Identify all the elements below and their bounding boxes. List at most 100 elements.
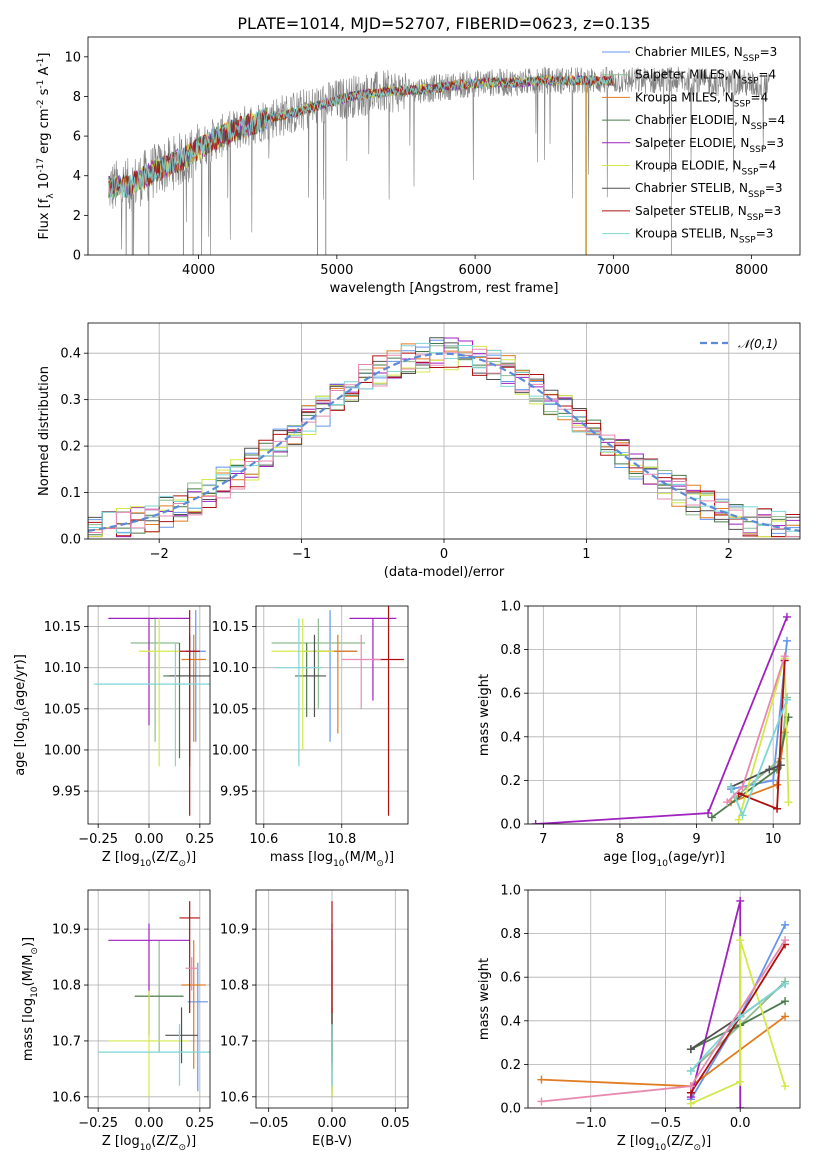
x-tick-label: −0.5 — [650, 1116, 682, 1131]
y-tick-label: 0.4 — [500, 730, 521, 745]
errorbar-point — [163, 643, 196, 759]
frame-age-vs-mass — [255, 605, 409, 825]
errorbar-point — [187, 962, 208, 1092]
errorbar-point — [318, 634, 358, 734]
y-axis-label: Normed distribution — [37, 366, 52, 496]
weight-line — [690, 900, 742, 1108]
frame-age-vs-Z — [87, 605, 211, 825]
x-tick-label: 10 — [765, 832, 782, 847]
y-tick-label: 10.7 — [52, 1034, 81, 1049]
frame-mass-vs-ebv — [255, 889, 409, 1109]
y-axis-label: mass [log10(M/M⊙)] — [21, 937, 40, 1061]
weight-marker — [537, 1097, 546, 1106]
x-tick-label: 4000 — [182, 263, 215, 278]
y-tick-label: 9.95 — [220, 785, 249, 800]
legend-entry: Chabrier STELIB, NSSP=3 — [635, 181, 783, 200]
y-axis-label: age [log10(age/yr)] — [13, 654, 32, 776]
axes-mass-weight-vs-Z: −1.0 −0.5 0.0 0.0 0.2 0.4 0.6 0.8 1.0 Z [log10(Z/… — [477, 884, 800, 1153]
y-axis-label: Flux [fλ 10-17 erg cm-2 s-1 A-1] — [36, 53, 56, 240]
histogram-area — [88, 337, 800, 539]
weight-marker — [727, 782, 736, 791]
x-tick-label: 1 — [582, 547, 590, 562]
residual-legend: 𝒩(0,1) — [700, 337, 778, 351]
weight-marker — [686, 1099, 695, 1108]
frame-mass-vs-Z — [87, 889, 211, 1109]
x-tick-label: 8 — [616, 832, 624, 847]
y-axis-label: mass weight — [477, 958, 492, 1040]
x-tick-label: −0.05 — [249, 1116, 289, 1131]
errorbar-point — [302, 634, 327, 718]
errorbar-point — [271, 618, 366, 709]
weight-marker — [686, 1082, 695, 1091]
x-tick-label: 6000 — [459, 263, 492, 278]
y-tick-label: 0 — [73, 249, 81, 264]
x-axis-label: wavelength [Angstrom, rest frame] — [330, 281, 559, 296]
weight-marker — [686, 1066, 695, 1075]
errorbar-point — [179, 901, 200, 1013]
y-axis-label: mass weight — [477, 674, 492, 756]
y-tick-label: 9.95 — [52, 785, 81, 800]
y-tick-label: 10.00 — [44, 743, 81, 758]
weight-marker — [769, 776, 778, 785]
y-tick-label: 10.8 — [52, 979, 81, 994]
y-tick-label: 0.6 — [500, 687, 521, 702]
x-tick-label: 10.6 — [249, 832, 278, 847]
y-tick-label: 8 — [73, 90, 81, 105]
weight-marker — [781, 1082, 790, 1091]
errorbar-point — [138, 618, 180, 767]
y-tick-label: 0.0 — [60, 533, 81, 548]
y-tick-label: 0.6 — [500, 971, 521, 986]
errorbar-point — [108, 617, 190, 726]
legend-entry: Salpeter STELIB, NSSP=3 — [635, 204, 781, 223]
weight-marker — [773, 780, 782, 789]
errorbar-point — [179, 610, 200, 816]
weight-marker — [784, 798, 793, 807]
x-tick-label: 8000 — [735, 263, 768, 278]
x-axis-label: Z [log10(Z/Z⊙)] — [102, 1134, 196, 1153]
weight-marker — [537, 1075, 546, 1084]
x-axis-label: mass [log10(M/M⊙)] — [270, 850, 394, 869]
weight-marker — [734, 815, 743, 824]
y-tick-label: 2 — [73, 209, 81, 224]
histogram-step — [88, 348, 800, 539]
y-tick-label: 10.6 — [52, 1090, 81, 1105]
y-tick-label: 10.9 — [220, 923, 249, 938]
y-tick-label: 0.4 — [60, 347, 81, 362]
y-tick-label: 10.05 — [44, 702, 81, 717]
legend-entry: Kroupa MILES, NSSP=4 — [635, 90, 768, 109]
errorbar-area — [98, 901, 210, 1097]
x-tick-label: 7000 — [597, 263, 630, 278]
y-tick-label: 10.00 — [212, 743, 249, 758]
weight-marker — [686, 1045, 695, 1054]
x-tick-label: 0.0 — [730, 1116, 751, 1131]
weight-marker — [781, 1012, 790, 1021]
weight-line — [535, 616, 788, 824]
x-axis-label: Z [log10(Z/Z⊙)] — [617, 1134, 711, 1153]
weight-marker — [723, 798, 732, 807]
weight-area — [531, 612, 793, 824]
x-axis-label: (data-model)/error — [384, 565, 505, 580]
y-tick-label: 10.05 — [212, 702, 249, 717]
x-tick-label: 7 — [539, 832, 547, 847]
y-tick-label: 0.4 — [500, 1014, 521, 1029]
x-tick-label: −0.25 — [78, 832, 118, 847]
x-tick-label: 0.25 — [185, 1116, 214, 1131]
chart-title: PLATE=1014, MJD=52707, FIBERID=0623, z=0… — [237, 14, 650, 33]
axes-mass-vs-ebv: −0.05 0.00 0.05 10.6 10.7 10.8 10.9 E(B-V) — [220, 890, 410, 1149]
x-tick-label: 0.25 — [185, 832, 214, 847]
axes-spectrum: 4000 5000 6000 7000 8000 0 2 4 6 8 10 wavelength [A… — [36, 50, 770, 296]
axes-mass-weight-vs-age: 7 8 9 10 0.0 0.2 0.4 0.6 0.8 1.0 age [log10(age/yr… — [477, 600, 800, 869]
errorbar-point — [98, 1024, 210, 1086]
x-tick-label: −2 — [150, 547, 169, 562]
errorbar-area — [271, 606, 405, 816]
weight-marker — [707, 813, 716, 822]
y-tick-label: 1.0 — [500, 884, 521, 899]
y-tick-label: 1.0 — [500, 600, 521, 615]
x-tick-label: 0.00 — [318, 1116, 347, 1131]
weight-marker — [736, 896, 745, 905]
weight-marker — [781, 997, 790, 1006]
y-tick-label: 0.0 — [500, 818, 521, 833]
weight-area — [537, 896, 790, 1108]
y-tick-label: 0.8 — [500, 643, 521, 658]
